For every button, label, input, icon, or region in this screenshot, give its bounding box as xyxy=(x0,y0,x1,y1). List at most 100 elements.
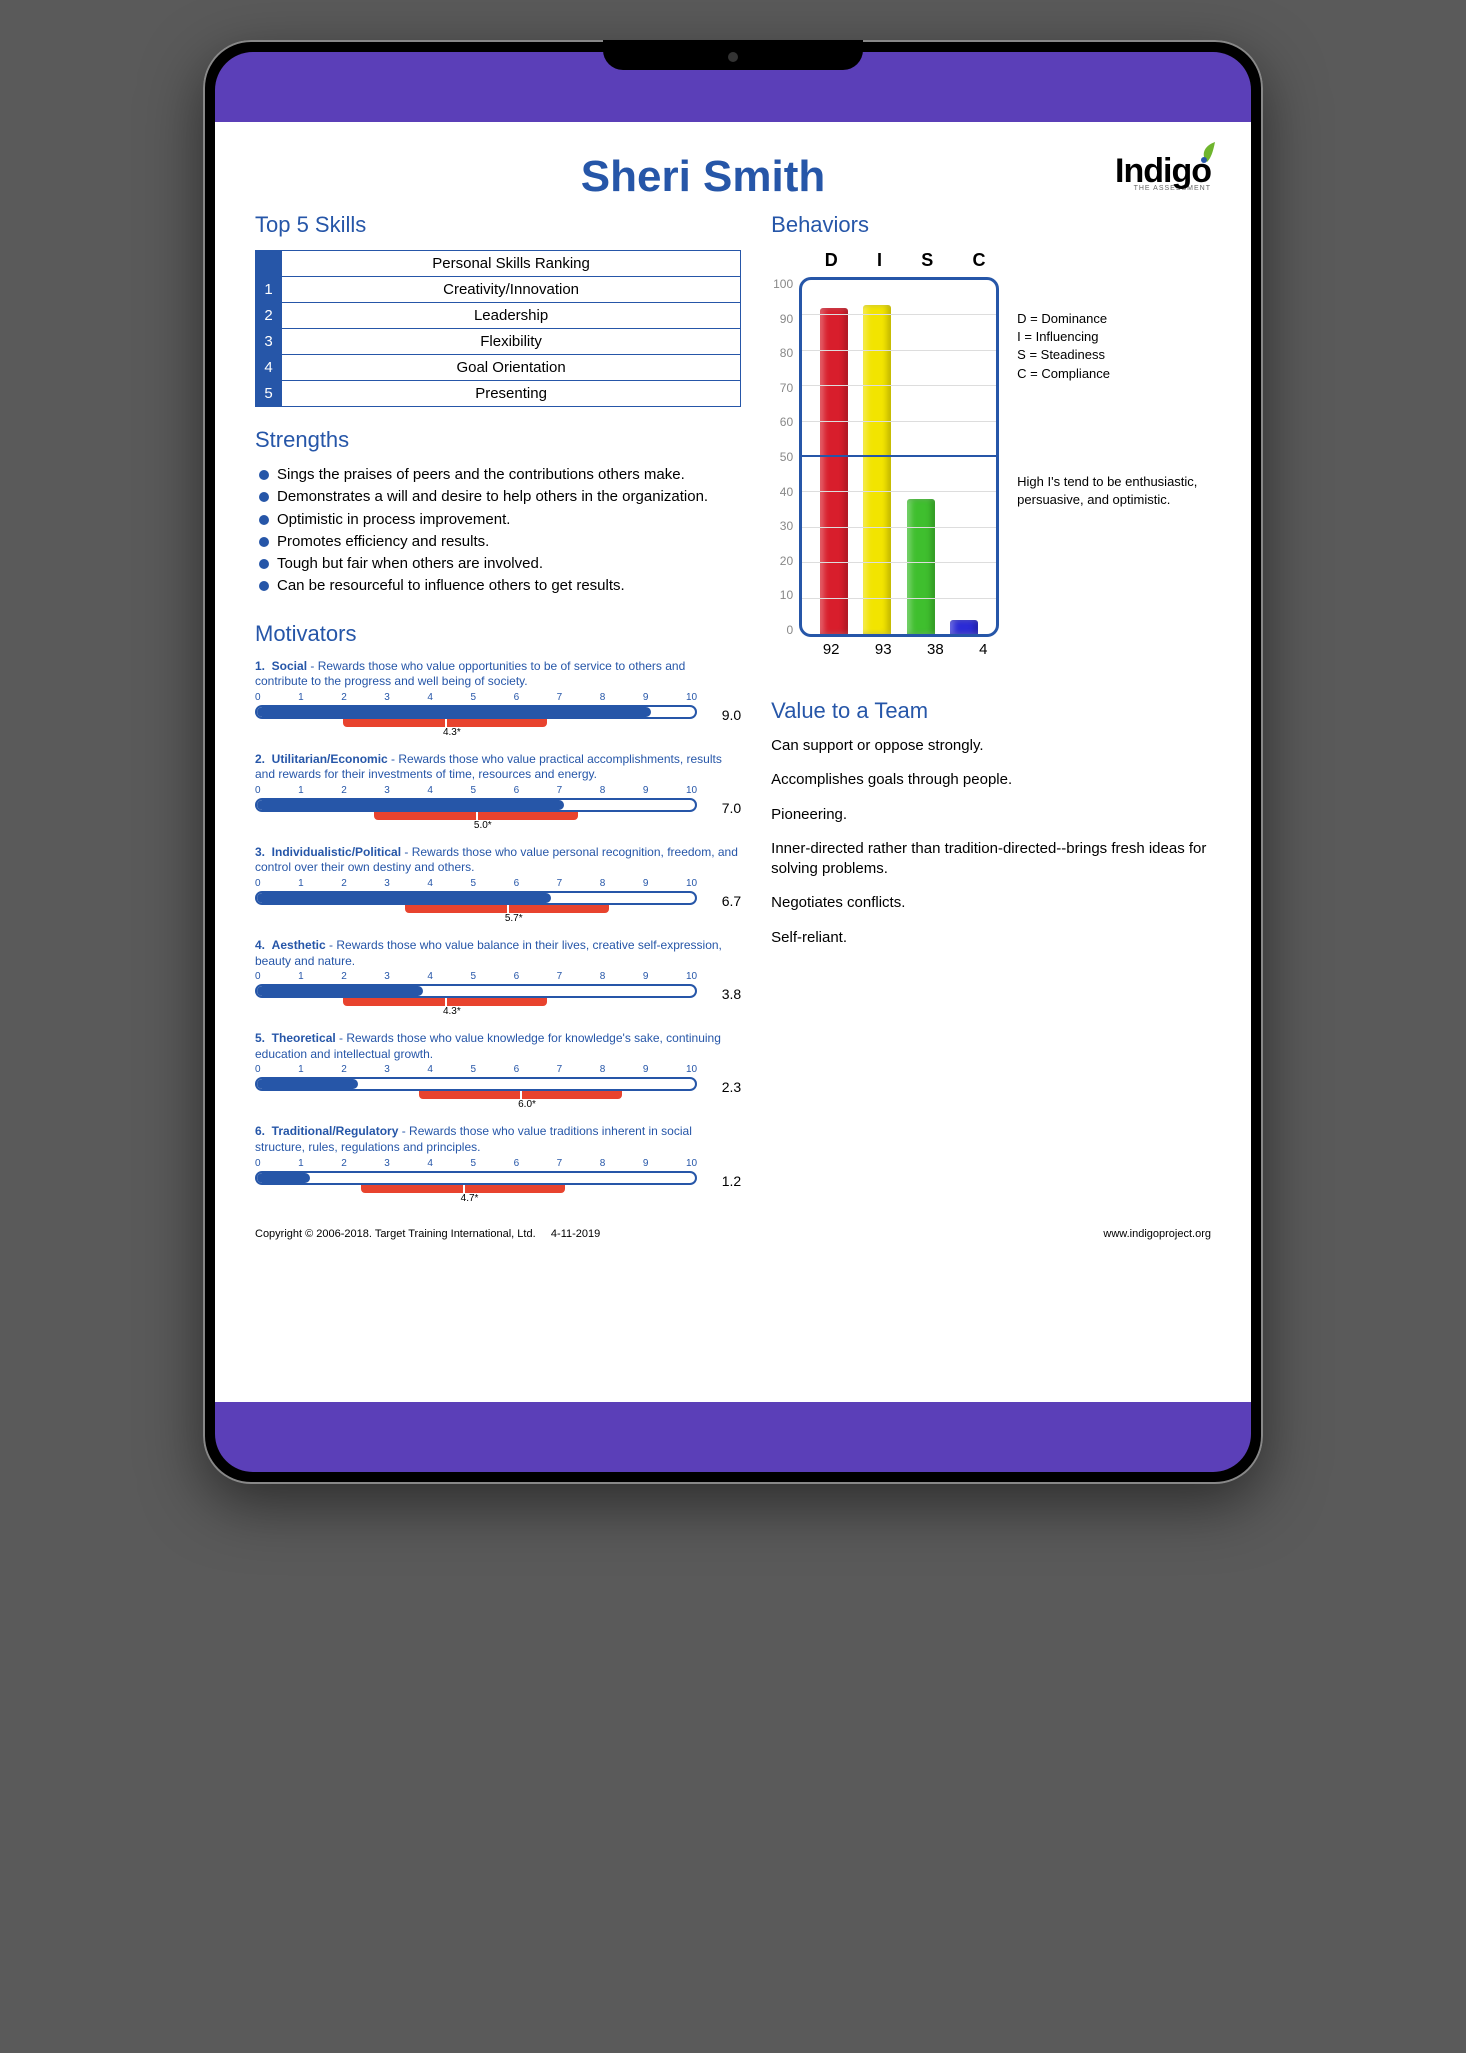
scale-ticks: 012345678910 xyxy=(255,971,697,982)
motivator-row: 0123456789105.7*6.7 xyxy=(255,878,741,924)
tick-label: 5 xyxy=(470,878,476,889)
motivator-item: 5. Theoretical - Rewards those who value… xyxy=(255,1031,741,1110)
tick-label: 0 xyxy=(255,1064,261,1075)
tick-label: 10 xyxy=(686,971,697,982)
motivator-track xyxy=(255,891,697,905)
norm-band xyxy=(374,812,577,820)
tick-label: 8 xyxy=(600,1158,606,1169)
motivator-description: 1. Social - Rewards those who value oppo… xyxy=(255,659,741,690)
tick-label: 3 xyxy=(384,1158,390,1169)
disc-value: 4 xyxy=(979,641,987,658)
motivators-container: 1. Social - Rewards those who value oppo… xyxy=(255,659,741,1204)
gridline xyxy=(802,598,996,599)
norm-label: 5.7* xyxy=(494,913,534,924)
table-row: 5Presenting xyxy=(256,381,741,407)
yaxis-tick: 40 xyxy=(771,485,793,499)
value-item: Can support or oppose strongly. xyxy=(771,736,1211,756)
motivator-row: 0123456789104.3*3.8 xyxy=(255,971,741,1017)
norm-band xyxy=(361,1185,564,1193)
legend-line: D = Dominance xyxy=(1017,310,1211,328)
tick-label: 8 xyxy=(600,785,606,796)
tablet-frame: Sheri Smith Indigo THE ASSESSMENT Top 5 … xyxy=(203,40,1263,1484)
disc-letters: DISC xyxy=(805,250,1005,271)
tick-label: 9 xyxy=(643,1064,649,1075)
left-column: Top 5 Skills Personal Skills Ranking 1Cr… xyxy=(255,212,741,1218)
tick-label: 0 xyxy=(255,785,261,796)
tick-label: 5 xyxy=(470,692,476,703)
tick-label: 4 xyxy=(427,878,433,889)
tick-label: 4 xyxy=(427,1064,433,1075)
disc-side-text: D = DominanceI = InfluencingS = Steadine… xyxy=(1017,250,1211,658)
tick-label: 9 xyxy=(643,971,649,982)
strength-item: Tough but fair when others are involved. xyxy=(255,554,741,574)
disc-yaxis: 0102030405060708090100 xyxy=(771,277,799,637)
norm-band xyxy=(343,998,546,1006)
motivator-fill xyxy=(257,1079,358,1089)
motivator-track xyxy=(255,984,697,998)
gridline xyxy=(802,421,996,422)
tick-label: 4 xyxy=(427,785,433,796)
tick-label: 2 xyxy=(341,878,347,889)
page-footer: Copyright © 2006-2018. Target Training I… xyxy=(255,1228,1211,1240)
gridline xyxy=(802,350,996,351)
disc-bar xyxy=(950,620,978,634)
motivator-row: 0123456789104.3*9.0 xyxy=(255,692,741,738)
disc-bars xyxy=(802,280,996,634)
tick-label: 2 xyxy=(341,1064,347,1075)
norm-tick xyxy=(445,998,447,1006)
legend-line: C = Compliance xyxy=(1017,365,1211,383)
tick-label: 4 xyxy=(427,971,433,982)
skill-name: Flexibility xyxy=(282,329,741,355)
motivator-item: 6. Traditional/Regulatory - Rewards thos… xyxy=(255,1124,741,1203)
disc-body: 0102030405060708090100 xyxy=(771,277,1005,637)
tick-label: 9 xyxy=(643,785,649,796)
legend-line: S = Steadiness xyxy=(1017,346,1211,364)
motivator-track xyxy=(255,1171,697,1185)
yaxis-tick: 10 xyxy=(771,588,793,602)
motivator-row: 0123456789106.0*2.3 xyxy=(255,1064,741,1110)
skill-name: Goal Orientation xyxy=(282,355,741,381)
tick-label: 3 xyxy=(384,692,390,703)
motivator-description: 3. Individualistic/Political - Rewards t… xyxy=(255,845,741,876)
norm-band xyxy=(343,719,546,727)
tick-label: 3 xyxy=(384,1064,390,1075)
tick-label: 0 xyxy=(255,878,261,889)
tick-label: 6 xyxy=(514,971,520,982)
disc-bar xyxy=(863,305,891,634)
tick-label: 10 xyxy=(686,692,697,703)
tick-label: 8 xyxy=(600,1064,606,1075)
motivator-track xyxy=(255,798,697,812)
norm-band xyxy=(419,1091,622,1099)
tick-label: 6 xyxy=(514,1158,520,1169)
tick-label: 2 xyxy=(341,785,347,796)
tick-label: 0 xyxy=(255,971,261,982)
tick-label: 9 xyxy=(643,692,649,703)
motivator-description: 2. Utilitarian/Economic - Rewards those … xyxy=(255,752,741,783)
disc-legend: D = DominanceI = InfluencingS = Steadine… xyxy=(1017,310,1211,383)
yaxis-tick: 20 xyxy=(771,554,793,568)
tick-label: 0 xyxy=(255,692,261,703)
skill-rank: 5 xyxy=(256,381,282,407)
tick-label: 7 xyxy=(557,785,563,796)
disc-wrap: DISC 0102030405060708090100 9293384 D = … xyxy=(771,250,1211,658)
gridline xyxy=(802,562,996,563)
tick-label: 7 xyxy=(557,1064,563,1075)
skill-name: Presenting xyxy=(282,381,741,407)
skill-name: Leadership xyxy=(282,303,741,329)
disc-value: 92 xyxy=(823,641,840,658)
table-row: 2Leadership xyxy=(256,303,741,329)
motivator-description: 5. Theoretical - Rewards those who value… xyxy=(255,1031,741,1062)
value-team-list: Can support or oppose strongly.Accomplis… xyxy=(771,736,1211,948)
gridline xyxy=(802,527,996,528)
table-row: 1Creativity/Innovation xyxy=(256,277,741,303)
motivator-score: 7.0 xyxy=(711,800,741,816)
tick-label: 7 xyxy=(557,971,563,982)
scale-ticks: 012345678910 xyxy=(255,692,697,703)
motivator-row: 0123456789104.7*1.2 xyxy=(255,1158,741,1204)
tick-label: 3 xyxy=(384,971,390,982)
disc-note: High I's tend to be enthusiastic, persua… xyxy=(1017,473,1211,509)
norm-label: 4.3* xyxy=(432,727,472,738)
disc-chart: DISC 0102030405060708090100 9293384 xyxy=(771,250,1005,658)
skill-rank: 3 xyxy=(256,329,282,355)
disc-letter: C xyxy=(973,250,986,271)
